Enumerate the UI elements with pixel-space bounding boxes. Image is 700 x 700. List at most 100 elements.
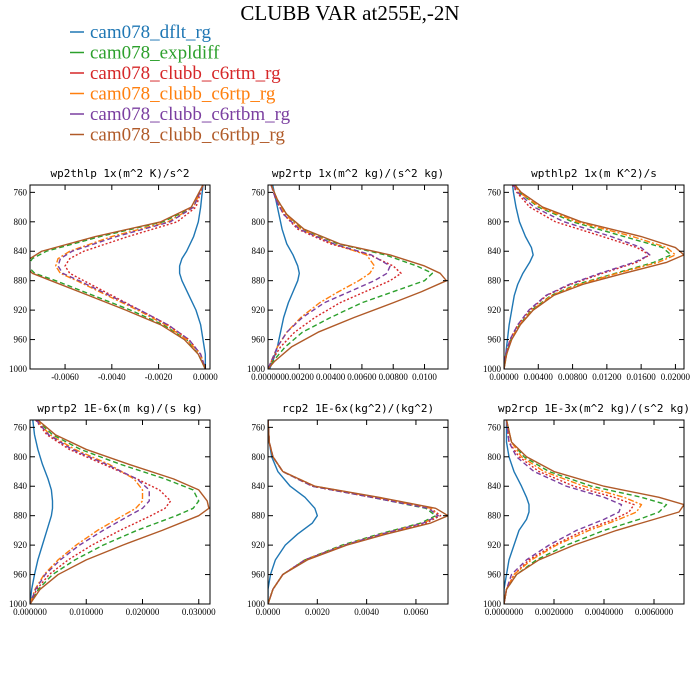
series-group bbox=[30, 420, 210, 604]
y-tick-label: 960 bbox=[488, 570, 502, 580]
figure-title: CLUBB VAR at255E,-2N bbox=[240, 1, 459, 25]
y-tick-label: 880 bbox=[488, 511, 502, 521]
x-tick-label: 0.010000 bbox=[69, 607, 103, 617]
x-tick-label: 0.00600 bbox=[347, 372, 377, 382]
legend-label: cam078_clubb_c6rtp_rg bbox=[90, 84, 276, 105]
x-tick-label: 0.0040 bbox=[354, 607, 379, 617]
y-tick-label: 960 bbox=[14, 570, 28, 580]
plot-frame bbox=[29, 419, 211, 605]
y-tick-label: 800 bbox=[488, 452, 502, 462]
y-tick-label: 880 bbox=[14, 276, 28, 286]
plot-frame bbox=[503, 184, 685, 370]
x-tick-label: -0.0060 bbox=[51, 372, 79, 382]
y-tick-label: 840 bbox=[488, 246, 502, 256]
series-line bbox=[268, 185, 402, 369]
series-line bbox=[30, 420, 210, 604]
y-tick-label: 760 bbox=[252, 422, 266, 432]
series-line bbox=[268, 185, 300, 369]
y-tick-label: 920 bbox=[488, 305, 502, 315]
y-tick-label: 960 bbox=[14, 335, 28, 345]
panel-5: rcp2 1E-6x(kg^2)/(kg^2) 760 800 840 880 920 96… bbox=[247, 402, 449, 617]
x-tick-label: 0.0100 bbox=[412, 372, 437, 382]
y-tick-label: 760 bbox=[14, 422, 28, 432]
legend-label: cam078_dflt_rg bbox=[90, 22, 212, 43]
x-tick-label: 0.000000 bbox=[251, 372, 285, 382]
panel-title: wprtp2 1E-6x(m kg)/(s kg) bbox=[37, 402, 203, 415]
series-group bbox=[30, 185, 207, 369]
legend-item: cam078_clubb_c6rtp_rg bbox=[70, 84, 276, 105]
x-tick-label: -0.0040 bbox=[98, 372, 126, 382]
y-tick-label: 960 bbox=[252, 335, 266, 345]
x-tick-label: 0.00400 bbox=[316, 372, 346, 382]
series-line bbox=[504, 420, 684, 604]
series-line bbox=[504, 420, 635, 604]
y-tick-label: 760 bbox=[488, 187, 502, 197]
x-tick-label: 0.0060000 bbox=[635, 607, 674, 617]
series-line bbox=[268, 185, 448, 369]
x-tick-label: -0.0020 bbox=[145, 372, 173, 382]
series-line bbox=[57, 185, 206, 369]
y-tick-label: 880 bbox=[488, 276, 502, 286]
panel-3: wpthlp2 1x(m K^2)/s 760 800 840 880 920 960 100… bbox=[483, 167, 691, 382]
panel-6: wp2rcp 1E-3x(m^2 kg)/(s^2 kg) 760 800 840 88… bbox=[483, 402, 690, 617]
series-line bbox=[504, 185, 684, 369]
x-tick-label: 0.030000 bbox=[182, 607, 216, 617]
series-line bbox=[178, 185, 207, 369]
series-group bbox=[504, 420, 684, 604]
y-tick-label: 760 bbox=[488, 422, 502, 432]
x-tick-label: 0.00200 bbox=[285, 372, 315, 382]
panel-title: wpthlp2 1x(m K^2)/s bbox=[531, 167, 657, 180]
x-tick-label: 0.0000 bbox=[193, 372, 218, 382]
series-line bbox=[504, 185, 534, 369]
y-tick-label: 1000 bbox=[247, 599, 266, 609]
series-line bbox=[504, 420, 623, 604]
series-line bbox=[268, 420, 439, 604]
panel-4: wprtp2 1E-6x(m kg)/(s kg) 760 800 840 880 920… bbox=[9, 402, 216, 617]
y-tick-label: 920 bbox=[252, 540, 266, 550]
x-tick-label: 0.020000 bbox=[126, 607, 160, 617]
legend-item: cam078_expldiff bbox=[70, 43, 220, 64]
panel-title: wp2rtp 1x(m^2 kg)/(s^2 kg) bbox=[272, 167, 444, 180]
series-line bbox=[268, 420, 442, 604]
plot-frame bbox=[267, 419, 449, 605]
series-line bbox=[30, 420, 150, 604]
series-line bbox=[268, 185, 376, 369]
series-line bbox=[504, 185, 672, 369]
y-tick-label: 840 bbox=[252, 246, 266, 256]
series-group bbox=[268, 420, 448, 604]
y-tick-label: 1000 bbox=[483, 364, 502, 374]
y-tick-label: 960 bbox=[252, 570, 266, 580]
y-tick-label: 840 bbox=[488, 481, 502, 491]
y-tick-label: 1000 bbox=[483, 599, 502, 609]
panel-title: rcp2 1E-6x(kg^2)/(kg^2) bbox=[282, 402, 434, 415]
legend: cam078_dflt_rgcam078_expldiffcam078_club… bbox=[70, 22, 291, 146]
series-group bbox=[268, 185, 448, 369]
plot-frame bbox=[29, 184, 211, 370]
y-tick-label: 920 bbox=[14, 305, 28, 315]
legend-item: cam078_dflt_rg bbox=[70, 22, 212, 43]
y-tick-label: 920 bbox=[252, 305, 266, 315]
x-tick-label: 0.000000 bbox=[13, 607, 47, 617]
legend-item: cam078_clubb_c6rtbp_rg bbox=[70, 125, 285, 146]
x-tick-label: 0.00400 bbox=[524, 372, 554, 382]
x-tick-label: 0.02000 bbox=[661, 372, 691, 382]
series-line bbox=[504, 185, 651, 369]
series-line bbox=[504, 185, 651, 369]
legend-label: cam078_expldiff bbox=[90, 43, 220, 64]
plot-frame bbox=[503, 419, 685, 605]
series-line bbox=[55, 185, 206, 369]
series-line bbox=[64, 185, 206, 369]
x-tick-label: 0.00000 bbox=[489, 372, 519, 382]
legend-label: cam078_clubb_c6rtbm_rg bbox=[90, 104, 291, 125]
y-tick-label: 880 bbox=[252, 276, 266, 286]
legend-item: cam078_clubb_c6rtm_rg bbox=[70, 63, 281, 84]
series-line bbox=[268, 420, 319, 604]
series-line bbox=[30, 185, 206, 369]
x-tick-label: 0.00800 bbox=[379, 372, 409, 382]
series-line bbox=[30, 420, 200, 604]
x-tick-label: 0.0020 bbox=[305, 607, 330, 617]
series-line bbox=[504, 185, 677, 369]
y-tick-label: 760 bbox=[252, 187, 266, 197]
x-tick-label: 0.0000000 bbox=[485, 607, 524, 617]
legend-label: cam078_clubb_c6rtm_rg bbox=[90, 63, 281, 84]
